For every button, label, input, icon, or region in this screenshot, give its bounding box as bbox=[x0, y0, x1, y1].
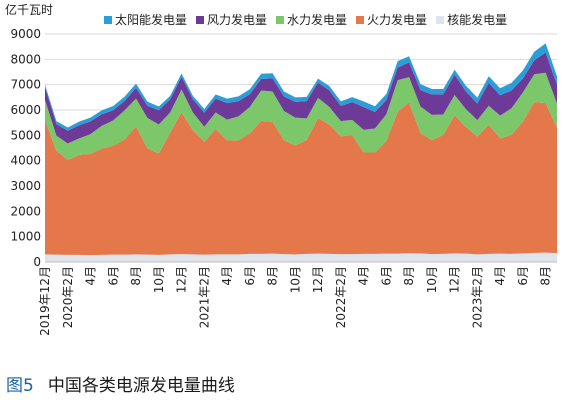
x-tick-label: 8月 bbox=[539, 266, 553, 286]
x-tick-label: 10月 bbox=[152, 266, 166, 293]
area-series bbox=[45, 102, 557, 256]
x-tick-label: 4月 bbox=[220, 266, 234, 286]
legend-swatch-wind bbox=[196, 15, 205, 24]
legend-label-nuclear: 核能发电量 bbox=[447, 13, 508, 27]
x-tick-label: 4月 bbox=[493, 266, 507, 286]
x-tick-label: 6月 bbox=[106, 266, 120, 286]
figure-caption: 图5 中国各类电源发电量曲线 bbox=[6, 371, 235, 396]
unit-label: 亿千瓦时 bbox=[5, 3, 54, 17]
area-series bbox=[45, 72, 557, 160]
y-tick-label: 6000 bbox=[10, 103, 41, 117]
y-tick-label: 8000 bbox=[10, 52, 41, 66]
x-tick-label: 2021年2月 bbox=[197, 266, 211, 328]
legend-swatch-nuclear bbox=[436, 15, 445, 24]
x-tick-label: 12月 bbox=[311, 266, 325, 293]
y-tick-label: 9000 bbox=[10, 27, 41, 41]
legend-swatch-thermal bbox=[356, 15, 365, 24]
x-tick-label: 2019年12月 bbox=[38, 266, 52, 336]
y-tick-label: 5000 bbox=[10, 128, 41, 142]
legend-label-wind: 风力发电量 bbox=[207, 13, 268, 27]
legend-label-thermal: 火力发电量 bbox=[367, 13, 428, 27]
x-tick-label: 2023年2月 bbox=[470, 266, 484, 328]
x-tick-label: 8月 bbox=[266, 266, 280, 286]
x-tick-label: 6月 bbox=[379, 266, 393, 286]
legend-swatch-hydro bbox=[276, 15, 285, 24]
y-tick-label: 2000 bbox=[10, 204, 41, 218]
stacked-area-chart: 0 1000 2000 3000 4000 5000 6000 7000 8000 9000 201… bbox=[10, 27, 557, 336]
legend-swatch-solar bbox=[104, 15, 112, 24]
x-tick-label: 8月 bbox=[402, 266, 416, 286]
y-tick-label: 4000 bbox=[10, 154, 41, 168]
x-tick-label: 4月 bbox=[84, 266, 98, 286]
area-series bbox=[45, 252, 557, 262]
x-tick-label: 12月 bbox=[175, 266, 189, 293]
x-tick-label: 12月 bbox=[448, 266, 462, 293]
x-tick-label: 10月 bbox=[425, 266, 439, 293]
x-tick-label: 10月 bbox=[288, 266, 302, 293]
x-tick-label: 8月 bbox=[129, 266, 143, 286]
legend-item-thermal: 火力发电量 bbox=[356, 11, 427, 28]
y-tick-label: 3000 bbox=[10, 179, 41, 193]
x-tick-label: 2020年2月 bbox=[61, 266, 75, 328]
legend-item-nuclear: 核能发电量 bbox=[436, 11, 507, 28]
caption-title: 中国各类电源发电量曲线 bbox=[47, 376, 235, 396]
x-tick-label: 4月 bbox=[357, 266, 371, 286]
y-tick-label: 0 bbox=[33, 255, 41, 269]
legend-label-hydro: 水力发电量 bbox=[287, 13, 348, 27]
x-tick-label: 6月 bbox=[243, 266, 257, 286]
legend-label-solar: 太阳能发电量 bbox=[115, 13, 188, 27]
legend-item-wind: 风力发电量 bbox=[196, 11, 267, 28]
y-tick-label: 1000 bbox=[10, 230, 41, 244]
legend-item-solar: 太阳能发电量 bbox=[104, 11, 187, 28]
y-tick-label: 7000 bbox=[10, 78, 41, 92]
chart-legend: 太阳能发电量 风力发电量 水力发电量 火力发电量 核能发电量 bbox=[104, 11, 507, 28]
x-tick-label: 6月 bbox=[516, 266, 530, 286]
caption-number: 图5 bbox=[6, 376, 34, 396]
x-tick-label: 2022年2月 bbox=[334, 266, 348, 328]
legend-item-hydro: 水力发电量 bbox=[276, 11, 347, 28]
